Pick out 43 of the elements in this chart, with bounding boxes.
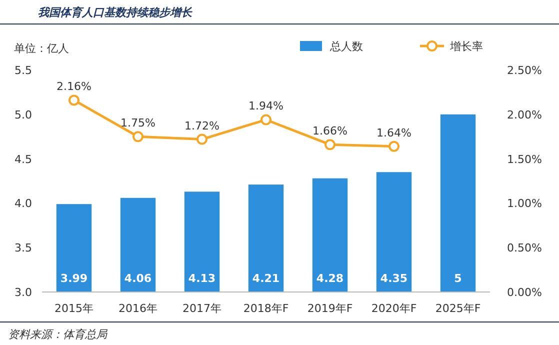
y2-tick-label: 1.50% xyxy=(507,152,542,166)
data-label: 2.16% xyxy=(56,80,92,94)
y2-tick-label: 0.50% xyxy=(507,242,542,255)
y2-tick-label: 2.00% xyxy=(507,108,542,122)
y2-tick-label: 2.50% xyxy=(507,64,542,77)
y-tick-label: 5.5 xyxy=(14,64,32,77)
y2-tick-label: 1.00% xyxy=(507,197,542,210)
y2-tick-label: 0.00% xyxy=(507,286,542,299)
x-tick-label: 2020年F xyxy=(371,302,417,315)
data-label: 4.13 xyxy=(188,272,216,285)
legend-label: 总人数 xyxy=(329,40,363,53)
legend-label: 增长率 xyxy=(449,40,483,53)
data-label: 3.99 xyxy=(60,272,88,285)
x-tick-label: 2025年F xyxy=(435,302,481,315)
y-tick-label: 3.0 xyxy=(14,286,32,299)
y-tick-label: 4.5 xyxy=(14,152,32,166)
data-label: 1.64% xyxy=(376,126,412,140)
data-label: 1.66% xyxy=(312,124,348,138)
point xyxy=(68,94,80,106)
x-tick-label: 2015年 xyxy=(54,302,94,315)
data-label: 1.72% xyxy=(184,119,220,132)
y-tick-label: 3.5 xyxy=(14,242,32,255)
y-tick-label: 4.0 xyxy=(14,197,32,210)
x-tick-label: 2019年F xyxy=(307,302,353,315)
point xyxy=(388,140,400,152)
x-tick-label: 2016年 xyxy=(118,302,158,315)
data-label: 4.35 xyxy=(380,272,408,285)
point xyxy=(260,114,272,126)
y-axis-title: 单位：亿人 xyxy=(14,42,69,55)
data-label: 4.21 xyxy=(252,272,280,285)
y-tick-label: 5.0 xyxy=(14,108,32,122)
data-label: 4.28 xyxy=(316,272,344,285)
data-label: 1.75% xyxy=(120,116,156,130)
chart-title: 我国体育人口基数持续稳步增长 xyxy=(38,6,193,19)
data-label: 5 xyxy=(454,272,462,285)
data-label: 4.06 xyxy=(124,272,152,285)
x-tick-label: 2018年F xyxy=(243,302,289,315)
point xyxy=(196,134,208,145)
text: 资料来源：体育总局 xyxy=(8,328,108,341)
point xyxy=(132,131,144,142)
x-tick-label: 2017年 xyxy=(182,302,222,315)
point xyxy=(324,139,336,150)
data-label: 1.94% xyxy=(248,100,284,113)
